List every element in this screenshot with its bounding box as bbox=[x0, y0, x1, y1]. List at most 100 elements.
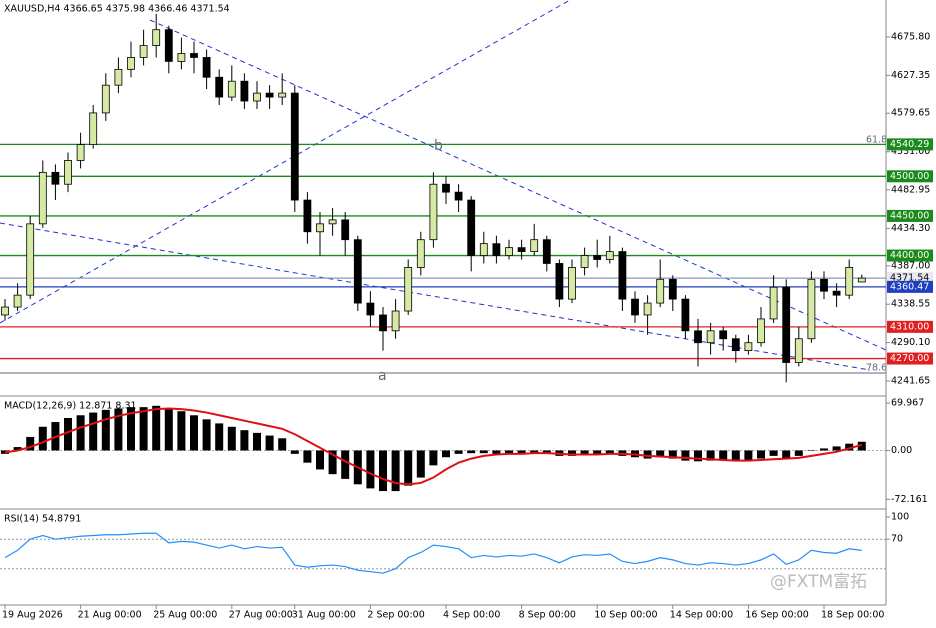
macd-bar bbox=[38, 426, 47, 451]
candle-body bbox=[227, 80, 236, 98]
macd-bar bbox=[782, 450, 791, 459]
level-price-label: 4400.00 bbox=[890, 250, 929, 261]
macd-bar bbox=[26, 436, 35, 451]
trend-line bbox=[0, 222, 871, 371]
candle-body bbox=[353, 239, 362, 304]
candle-body bbox=[64, 160, 72, 185]
x-tick-label: 16 Sep 00:00 bbox=[745, 610, 808, 621]
macd-bar bbox=[429, 450, 438, 466]
y-tick-label: 69.967 bbox=[891, 398, 924, 409]
level-price-label: 4450.00 bbox=[890, 210, 929, 221]
macd-bar bbox=[366, 450, 375, 489]
macd-bar bbox=[404, 450, 413, 486]
candle-body bbox=[391, 310, 400, 332]
candle-body bbox=[467, 199, 476, 256]
candle-body bbox=[152, 29, 161, 46]
macd-bar bbox=[379, 450, 387, 492]
candle-body bbox=[416, 239, 425, 268]
y-tick-label: 4241.65 bbox=[891, 376, 930, 387]
candle-body bbox=[190, 53, 198, 58]
macd-bar bbox=[391, 450, 400, 492]
candle-body bbox=[719, 330, 728, 340]
level-price-label: 4500.00 bbox=[890, 171, 929, 182]
candle-body bbox=[164, 29, 173, 62]
candle-body bbox=[794, 338, 803, 363]
level-price-box bbox=[887, 280, 933, 293]
macd-bar bbox=[190, 415, 198, 451]
candle-body bbox=[568, 267, 576, 300]
candle-body bbox=[328, 219, 337, 225]
candle-body bbox=[782, 286, 791, 363]
candle-body bbox=[13, 294, 22, 308]
x-tick-label: 19 Aug 2026 bbox=[2, 610, 63, 621]
rsi-line bbox=[4, 532, 862, 574]
macd-bar bbox=[731, 450, 740, 462]
macd-bar bbox=[152, 405, 161, 451]
candle-body bbox=[442, 183, 450, 193]
candle-body bbox=[769, 286, 778, 320]
candle-body bbox=[341, 219, 350, 241]
macd-bar bbox=[278, 438, 287, 451]
macd-bar bbox=[820, 448, 828, 451]
macd-bar bbox=[656, 450, 665, 458]
macd-bar bbox=[114, 408, 123, 451]
macd-bar bbox=[416, 450, 425, 478]
candle-body bbox=[38, 171, 47, 225]
candle-body bbox=[618, 251, 627, 300]
level-price-box bbox=[887, 352, 933, 365]
candle-body bbox=[656, 278, 665, 304]
x-tick-label: 25 Aug 00:00 bbox=[153, 610, 217, 621]
macd-bar bbox=[668, 450, 677, 459]
macd-bar bbox=[265, 435, 274, 451]
macd-bar bbox=[303, 450, 312, 463]
x-tick-label: 14 Sep 00:00 bbox=[670, 610, 733, 621]
candle-body bbox=[429, 183, 438, 241]
candle-body bbox=[694, 330, 702, 344]
candle-body bbox=[265, 92, 274, 98]
rsi-pane: 100 70 bbox=[0, 512, 909, 574]
macd-bar bbox=[442, 450, 450, 458]
macd-bar bbox=[13, 447, 22, 451]
candle-body bbox=[744, 342, 753, 352]
macd-bar bbox=[139, 407, 148, 451]
macd-bar bbox=[769, 450, 778, 456]
macd-bar bbox=[64, 417, 72, 451]
candle-body bbox=[1, 306, 9, 316]
macd-bar bbox=[316, 450, 324, 470]
macd-bar bbox=[177, 411, 186, 451]
x-tick-label: 31 Aug 00:00 bbox=[292, 610, 356, 621]
macd-bar bbox=[593, 450, 602, 454]
candle-body bbox=[555, 263, 564, 300]
macd-bar bbox=[101, 409, 110, 451]
candle-body bbox=[51, 171, 60, 185]
candle-body bbox=[857, 277, 866, 283]
wave-label: b bbox=[434, 138, 443, 154]
macd-bar bbox=[341, 450, 350, 479]
level-price-box bbox=[887, 170, 933, 183]
candle-body bbox=[505, 247, 513, 256]
macd-bar bbox=[580, 450, 589, 455]
y-tick-label: 70 bbox=[891, 534, 903, 545]
candle-body bbox=[101, 84, 110, 114]
y-tick-label: 4579.65 bbox=[891, 108, 930, 119]
macd-bar bbox=[328, 450, 337, 475]
y-tick-label: 4290.10 bbox=[891, 337, 930, 348]
candle-body bbox=[366, 302, 375, 316]
candle-body bbox=[26, 223, 35, 296]
macd-bar bbox=[240, 430, 249, 451]
macd-bar bbox=[505, 450, 513, 454]
candle-body bbox=[76, 144, 85, 161]
macd-bar bbox=[517, 450, 526, 454]
level-price-label: 4540.29 bbox=[890, 139, 929, 150]
candle-body bbox=[278, 92, 287, 98]
macd-bar bbox=[215, 423, 224, 451]
macd-bar bbox=[744, 450, 753, 460]
candle-body bbox=[517, 247, 526, 252]
y-tick-label: 4482.95 bbox=[891, 184, 930, 195]
y-tick-label: -72.161 bbox=[891, 494, 928, 505]
candle-body bbox=[668, 278, 677, 300]
candle-body bbox=[240, 80, 249, 102]
macd-bar bbox=[807, 450, 816, 451]
